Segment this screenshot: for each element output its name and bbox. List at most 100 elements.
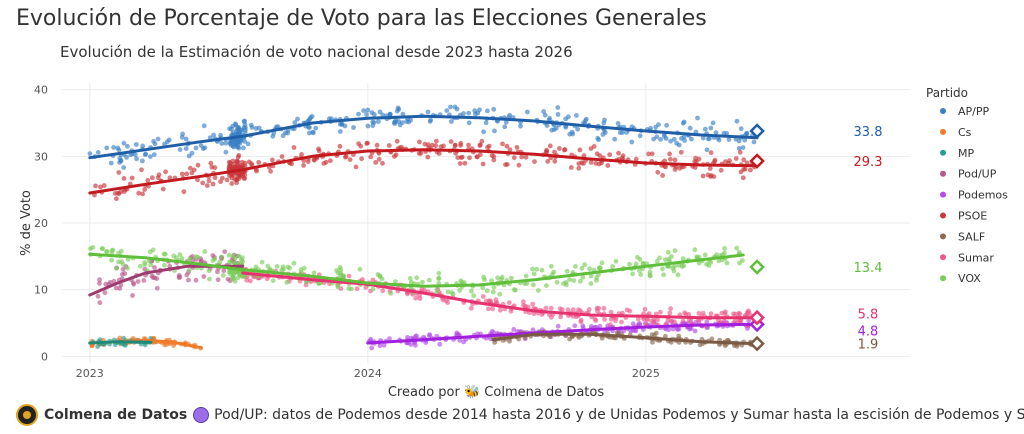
data-point xyxy=(530,266,535,272)
end-marker xyxy=(749,123,765,139)
data-point xyxy=(594,278,599,283)
data-point xyxy=(502,124,508,130)
data-point xyxy=(191,167,197,173)
data-point xyxy=(150,247,156,253)
data-point xyxy=(346,273,352,279)
data-point xyxy=(441,143,446,149)
final-value-label: 33.8 xyxy=(854,125,883,140)
data-point xyxy=(201,274,207,279)
legend-entry: Pod/UP xyxy=(958,168,997,181)
data-point xyxy=(234,158,240,164)
data-point xyxy=(193,145,199,151)
data-point xyxy=(646,151,651,157)
data-point xyxy=(356,111,361,117)
data-point xyxy=(466,110,472,116)
data-point xyxy=(599,160,604,166)
data-point xyxy=(434,138,439,144)
data-point xyxy=(660,173,665,178)
data-point xyxy=(388,291,394,296)
data-point xyxy=(704,261,709,267)
data-point xyxy=(547,143,553,149)
data-point xyxy=(212,165,218,171)
data-point xyxy=(97,277,102,283)
data-point xyxy=(480,294,486,299)
data-point xyxy=(242,118,248,124)
data-point xyxy=(483,120,489,126)
data-point xyxy=(97,300,103,306)
data-point xyxy=(689,136,694,142)
data-point xyxy=(136,190,142,196)
data-point xyxy=(494,300,500,305)
data-point xyxy=(695,115,700,121)
data-point xyxy=(116,147,122,153)
data-point xyxy=(279,154,285,159)
data-point xyxy=(680,120,686,126)
data-point xyxy=(519,154,525,160)
trend-line-sumar xyxy=(241,271,759,320)
data-point xyxy=(121,140,127,146)
data-point xyxy=(570,131,575,137)
data-point xyxy=(134,156,140,162)
data-point xyxy=(143,151,149,157)
data-point xyxy=(238,173,244,179)
chart-subtitle: Evolución de la Estimación de voto nacio… xyxy=(60,43,573,61)
data-point xyxy=(102,290,108,296)
data-point xyxy=(416,151,422,156)
data-point xyxy=(468,305,474,311)
data-point xyxy=(108,160,114,166)
data-point xyxy=(244,277,250,283)
data-point xyxy=(413,295,419,301)
legend-entry: Cs xyxy=(958,126,972,139)
data-point xyxy=(109,248,115,254)
data-point xyxy=(448,104,453,110)
data-point xyxy=(368,154,374,160)
legend-entry: VOX xyxy=(958,272,981,285)
data-point xyxy=(555,112,561,117)
data-point xyxy=(414,333,419,339)
data-point xyxy=(233,121,238,127)
data-point xyxy=(457,161,463,166)
data-point xyxy=(121,335,127,341)
data-point xyxy=(253,125,259,131)
data-point xyxy=(649,151,655,157)
data-point xyxy=(141,278,147,283)
data-point xyxy=(211,132,217,138)
data-point xyxy=(227,259,233,265)
data-point xyxy=(633,156,639,162)
data-point xyxy=(571,278,577,283)
data-point xyxy=(457,287,463,293)
data-point xyxy=(524,281,530,286)
data-point xyxy=(283,130,288,136)
data-point xyxy=(535,288,541,293)
data-point xyxy=(335,270,341,276)
data-point xyxy=(422,141,428,147)
data-point xyxy=(436,270,442,276)
data-point xyxy=(145,178,151,183)
data-point xyxy=(511,327,517,332)
data-point xyxy=(580,323,586,329)
data-point xyxy=(567,277,572,282)
data-point xyxy=(195,254,201,260)
data-point xyxy=(395,105,401,111)
footer-brand: Colmena de Datos xyxy=(44,407,188,423)
colmena-logo-icon xyxy=(16,404,38,426)
data-point xyxy=(311,270,317,276)
data-point xyxy=(186,277,191,283)
data-point xyxy=(588,273,594,279)
data-point xyxy=(474,154,480,160)
data-point xyxy=(305,159,311,165)
data-point xyxy=(101,183,107,188)
data-point xyxy=(555,323,561,329)
data-point xyxy=(202,145,208,151)
legend-swatch xyxy=(940,233,946,240)
data-point xyxy=(630,271,635,277)
data-point xyxy=(633,328,639,334)
data-point xyxy=(308,115,313,120)
data-point xyxy=(369,345,375,351)
y-tick-label: 20 xyxy=(34,217,48,230)
data-point xyxy=(680,318,686,324)
data-point xyxy=(114,265,119,271)
data-point xyxy=(740,175,746,181)
data-point xyxy=(663,333,668,339)
data-point xyxy=(259,259,265,265)
